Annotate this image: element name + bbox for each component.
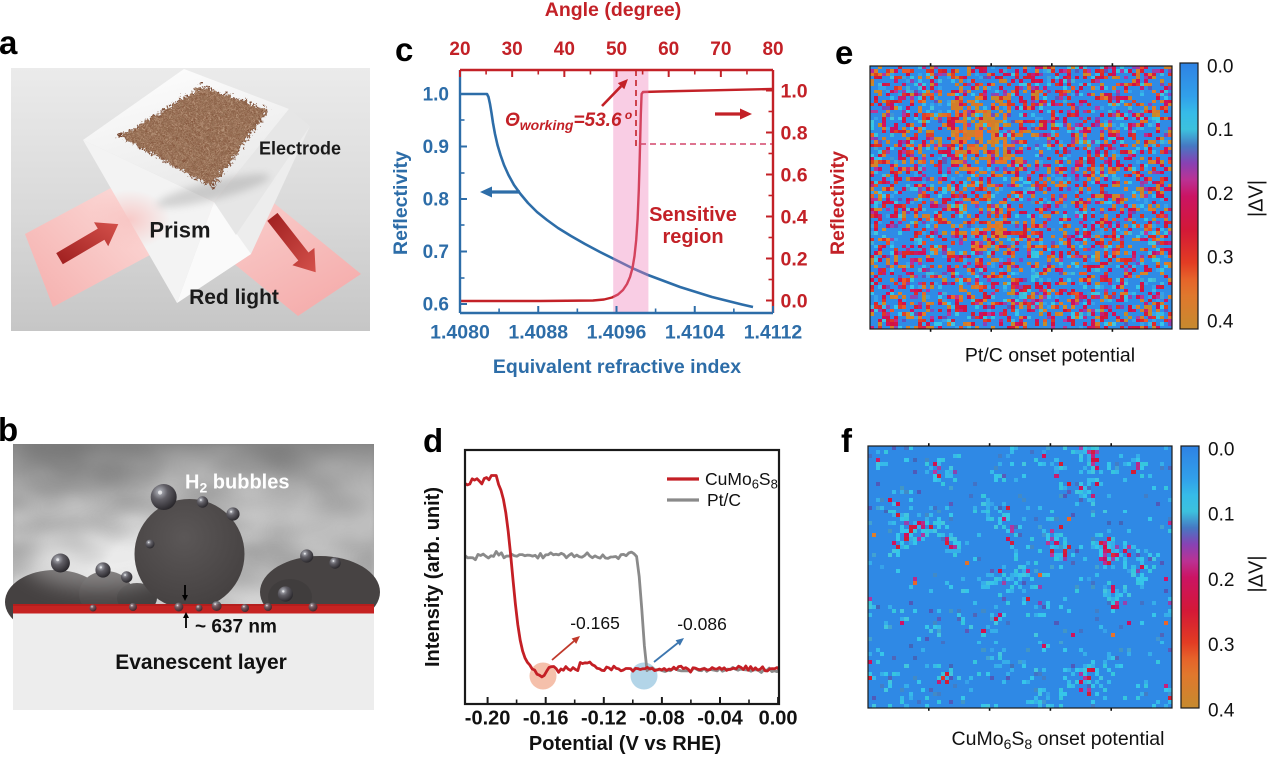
svg-text:Pt/C onset potential: Pt/C onset potential	[965, 345, 1135, 367]
svg-text:0.1: 0.1	[1208, 505, 1234, 526]
svg-text:0.8: 0.8	[781, 122, 808, 144]
svg-text:|ΔV|: |ΔV|	[1246, 180, 1268, 217]
svg-text:Potential (V vs RHE): Potential (V vs RHE)	[529, 733, 721, 755]
svg-text:Prism: Prism	[149, 218, 210, 243]
svg-text:0.0: 0.0	[1207, 57, 1233, 78]
svg-text:0.0: 0.0	[781, 290, 808, 312]
svg-text:60: 60	[658, 39, 679, 60]
svg-text:30: 30	[502, 39, 523, 60]
svg-text:0.4: 0.4	[781, 206, 808, 228]
svg-text:~ 637 nm: ~ 637 nm	[195, 617, 277, 638]
svg-text:Angle (degree): Angle (degree)	[545, 0, 682, 21]
svg-text:1.0: 1.0	[781, 80, 808, 102]
svg-text:Pt/C: Pt/C	[707, 490, 741, 510]
svg-text:Reflectivity: Reflectivity	[390, 151, 412, 255]
svg-text:0.1: 0.1	[1207, 120, 1233, 141]
svg-text:80: 80	[762, 39, 783, 60]
svg-text:Equivalent refractive index: Equivalent refractive index	[493, 356, 741, 378]
svg-text:0.4: 0.4	[1208, 700, 1235, 721]
svg-text:-0.12: -0.12	[581, 708, 627, 730]
svg-text:CuMo6S8 onset potential: CuMo6S8 onset potential	[952, 728, 1165, 752]
svg-text:1.4080: 1.4080	[430, 322, 490, 344]
svg-text:0.2: 0.2	[1207, 184, 1233, 205]
svg-text:0.7: 0.7	[423, 242, 449, 263]
svg-text:Reflectivity: Reflectivity	[827, 151, 849, 255]
svg-text:0.9: 0.9	[423, 137, 449, 158]
svg-text:40: 40	[554, 39, 575, 60]
svg-text:0.6: 0.6	[423, 295, 449, 316]
svg-text:70: 70	[710, 39, 731, 60]
svg-text:-0.16: -0.16	[523, 708, 569, 730]
svg-text:Electrode: Electrode	[259, 139, 341, 159]
svg-text:1.4112: 1.4112	[744, 322, 803, 344]
svg-text:0.00: 0.00	[759, 708, 798, 730]
svg-text:-0.20: -0.20	[465, 708, 511, 730]
svg-text:0.2: 0.2	[1208, 570, 1234, 591]
svg-text:Θworking=53.6 o: Θworking=53.6 o	[505, 108, 632, 133]
svg-text:0.3: 0.3	[1208, 635, 1234, 656]
svg-text:0.8: 0.8	[423, 190, 449, 211]
svg-text:0.6: 0.6	[781, 164, 808, 186]
svg-text:|ΔV|: |ΔV|	[1246, 555, 1268, 592]
svg-text:1.4096: 1.4096	[587, 322, 647, 344]
svg-text:Intensity (arb. unit): Intensity (arb. unit)	[422, 487, 444, 667]
svg-text:1.4104: 1.4104	[665, 322, 725, 344]
svg-text:0.4: 0.4	[1207, 311, 1234, 332]
svg-text:1.4088: 1.4088	[508, 322, 568, 344]
svg-text:-0.04: -0.04	[697, 708, 743, 730]
svg-text:region: region	[662, 226, 723, 248]
svg-text:0.2: 0.2	[781, 248, 808, 270]
svg-text:CuMo6S8: CuMo6S8	[705, 469, 778, 492]
svg-text:-0.165: -0.165	[570, 613, 620, 633]
svg-text:Sensitive: Sensitive	[649, 204, 737, 226]
svg-text:Red light: Red light	[189, 286, 279, 309]
svg-text:-0.08: -0.08	[639, 708, 685, 730]
svg-text:Evanescent layer: Evanescent layer	[115, 651, 287, 674]
svg-text:1.0: 1.0	[423, 85, 449, 106]
svg-text:0.3: 0.3	[1207, 248, 1233, 269]
svg-text:-0.086: -0.086	[677, 614, 727, 634]
svg-text:20: 20	[449, 39, 470, 60]
svg-text:0.0: 0.0	[1208, 440, 1234, 461]
svg-text:50: 50	[606, 39, 627, 60]
